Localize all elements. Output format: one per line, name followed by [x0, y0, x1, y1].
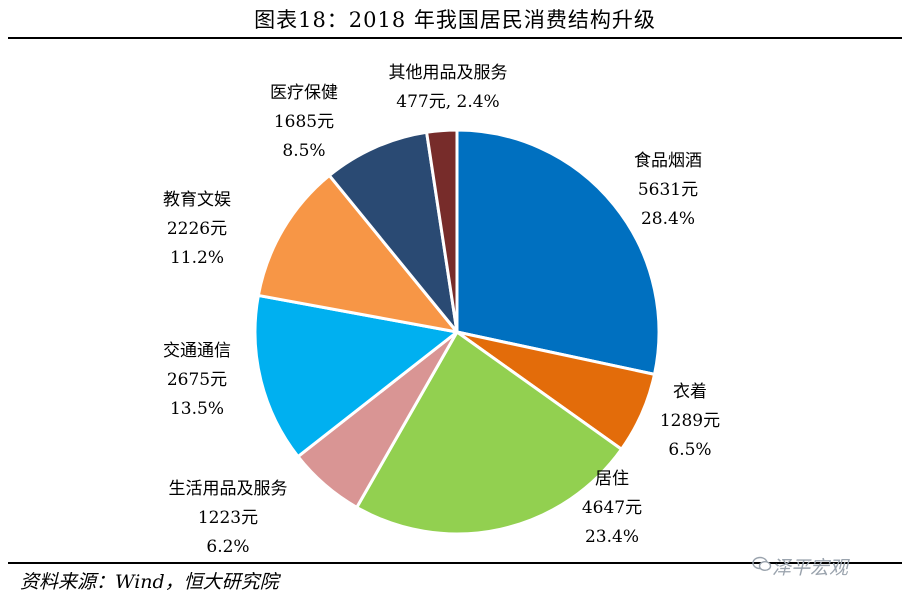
slice-5-percent-text: 13.5%	[170, 399, 224, 419]
title-divider	[8, 37, 902, 39]
pie-slice-6	[256, 173, 459, 334]
slice-8-label: 其他用品及服务	[389, 63, 508, 83]
slice-4-percent-text: 6.2%	[206, 537, 249, 557]
slice-7-label: 医疗保健	[270, 83, 338, 103]
watermark: 泽平宏观	[772, 557, 849, 579]
slice-4-value-text: 1223元	[198, 508, 258, 528]
slice-7-value-text: 1685元	[274, 112, 334, 132]
pie-slice-7	[327, 130, 459, 334]
slice-3-label: 居住	[595, 469, 629, 489]
slice-6-value-text: 2226元	[167, 219, 227, 239]
slice-6-percent-text: 11.2%	[170, 248, 224, 268]
slice-6-label: 教育文娱	[163, 190, 231, 210]
slice-2-percent-text: 6.5%	[668, 440, 711, 460]
pie-labels: 食品烟酒 5631元 28.4% 衣着 1289元 6.5% 居住 4647元 23.4% 生活用…	[163, 63, 720, 557]
slice-1-percent-text: 28.4%	[641, 209, 695, 229]
slice-8-value-text: 477元, 2.4%	[396, 92, 499, 112]
footer-divider	[8, 562, 902, 564]
page-title: 图表18：2018 年我国居民消费结构升级	[254, 8, 656, 32]
source-note: 资料来源：Wind，恒大研究院	[20, 571, 279, 593]
slice-1-value-text: 5631元	[638, 180, 698, 200]
slice-7-percent-text: 8.5%	[282, 141, 325, 161]
slice-3-percent-text: 23.4%	[585, 527, 639, 547]
pie-slice-5	[253, 293, 459, 459]
wechat-icon	[752, 556, 772, 572]
pie-slice-8	[425, 128, 459, 334]
slice-4-label: 生活用品及服务	[169, 479, 288, 499]
pie-slice-3	[355, 330, 623, 536]
slice-3-value-text: 4647元	[582, 498, 642, 518]
pie-slices	[253, 128, 661, 536]
slice-5-value-text: 2675元	[167, 370, 227, 390]
pie-slice-1	[455, 128, 661, 376]
slice-5-label: 交通通信	[163, 341, 231, 361]
slice-1-label: 食品烟酒	[634, 151, 702, 171]
slice-2-value-text: 1289元	[660, 411, 720, 431]
slice-2-label: 衣着	[673, 382, 707, 402]
pie-chart: 食品烟酒 5631元 28.4% 衣着 1289元 6.5% 居住 4647元 23.4% 生活用…	[163, 63, 720, 557]
